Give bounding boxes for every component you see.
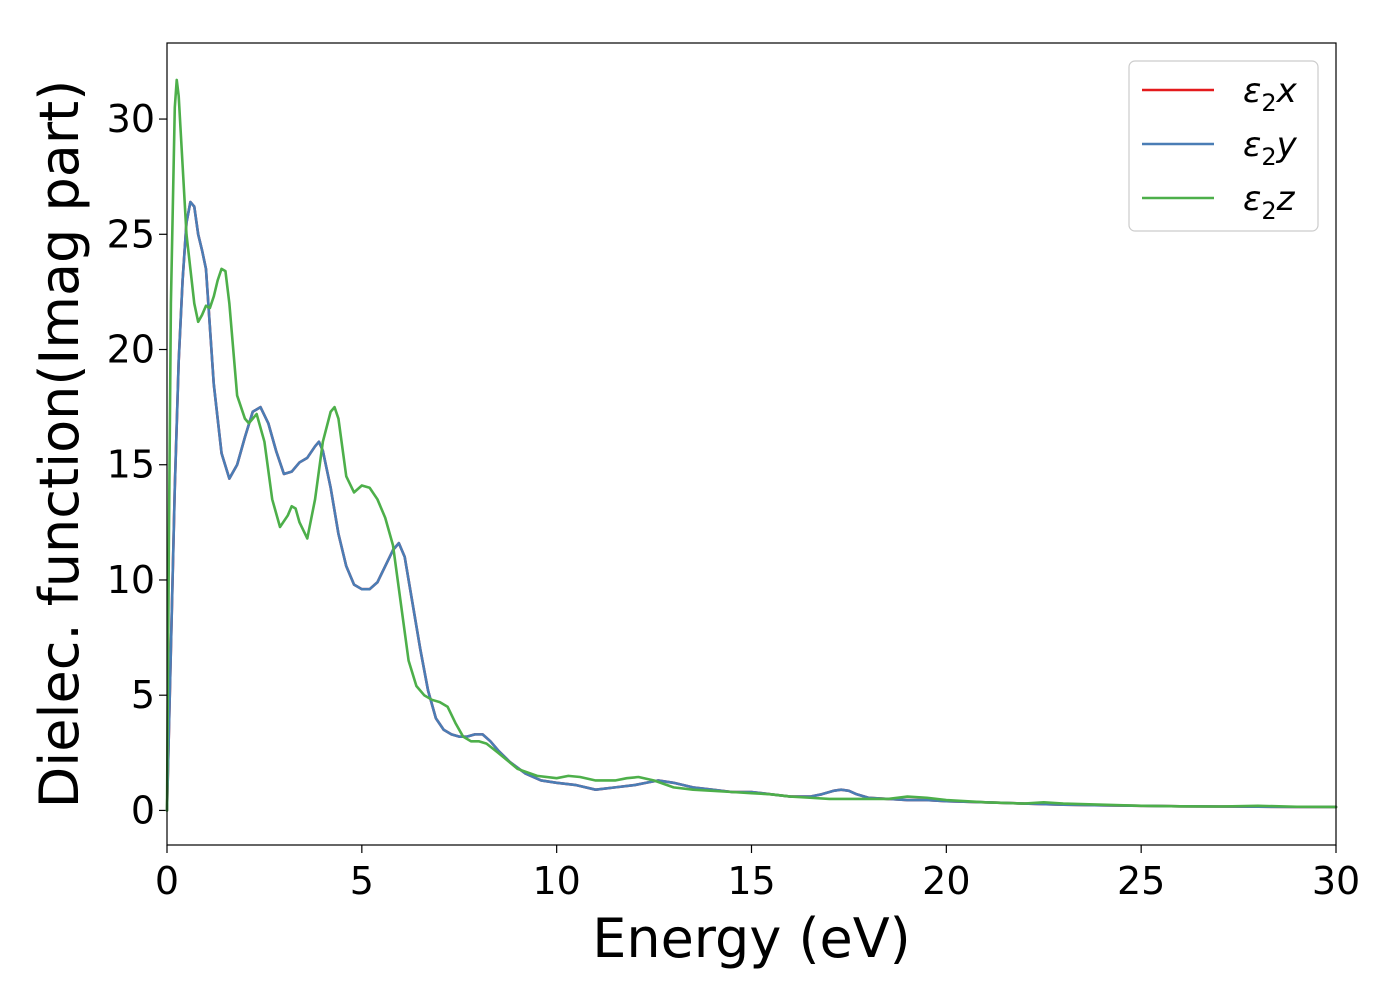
- y-axis-title: Dielec. function(Imag part): [28, 80, 91, 809]
- legend-box: [1128, 60, 1319, 232]
- y-tick-label: 0: [131, 788, 155, 832]
- legend-subscript: 2: [1261, 197, 1276, 225]
- y-tick-label: 25: [107, 212, 155, 256]
- x-tick-label: 0: [155, 859, 179, 903]
- legend-component: x: [1276, 71, 1298, 111]
- y-tick-label: 10: [107, 558, 155, 602]
- y-tick-label: 20: [107, 328, 155, 372]
- y-axis-ticks: 0 5 10 15 20 25 30: [107, 97, 167, 832]
- y-tick-label: 30: [107, 97, 155, 141]
- x-tick-label: 20: [922, 859, 970, 903]
- legend-component: y: [1276, 125, 1298, 165]
- legend-label-x: ε2x: [1243, 71, 1298, 117]
- series-line-z: [165, 78, 1338, 812]
- legend-symbol: ε: [1243, 125, 1261, 165]
- plot-area-frame: [166, 42, 1337, 846]
- x-tick-label: 10: [532, 859, 580, 903]
- x-tick-label: 25: [1117, 859, 1165, 903]
- y-tick-label: 5: [131, 673, 155, 717]
- x-tick-label: 5: [350, 859, 374, 903]
- series-line-x: [165, 200, 1338, 812]
- legend-subscript: 2: [1261, 89, 1276, 117]
- series-line-y: [165, 200, 1338, 812]
- x-axis-title: Energy (eV): [592, 907, 911, 970]
- legend-component: z: [1276, 179, 1296, 219]
- legend-label-y: ε2y: [1243, 125, 1298, 171]
- x-tick-label: 15: [727, 859, 775, 903]
- x-tick-label: 30: [1312, 859, 1360, 903]
- legend-symbol: ε: [1243, 179, 1261, 219]
- x-axis-ticks: 0 5 10 15 20 25 30: [155, 845, 1360, 903]
- legend-subscript: 2: [1261, 143, 1276, 171]
- y-tick-label: 15: [107, 443, 155, 487]
- legend-symbol: ε: [1243, 71, 1261, 111]
- legend-label-z: ε2z: [1243, 179, 1296, 225]
- series-lines: [165, 78, 1338, 812]
